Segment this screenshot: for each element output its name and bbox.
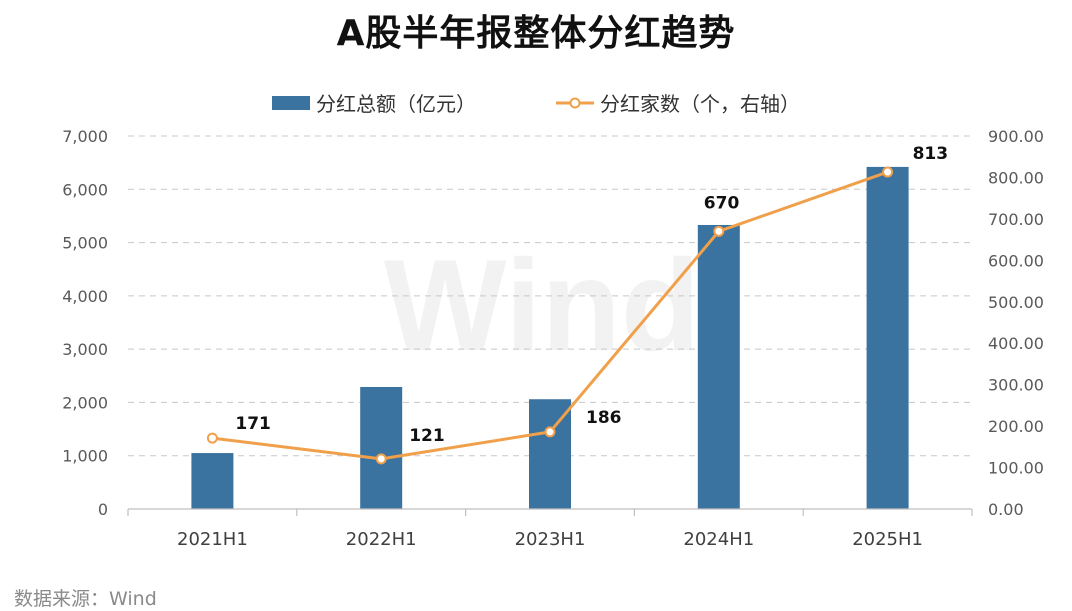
- legend: 分红总额（亿元） 分红家数（个，右轴）: [0, 88, 1072, 117]
- y-right-tick-label: 500.00: [988, 293, 1044, 312]
- y-right-tick-label: 100.00: [988, 459, 1044, 478]
- data-label: 813: [913, 144, 949, 164]
- line-point: [206, 432, 218, 444]
- bar: [697, 224, 740, 510]
- line-point: [882, 166, 894, 178]
- legend-label-bar: 分红总额（亿元）: [316, 92, 476, 116]
- data-label: 121: [409, 426, 445, 446]
- y-left-tick-label: 4,000: [62, 287, 108, 306]
- bar: [360, 386, 403, 509]
- x-tick-label: 2023H1: [515, 529, 586, 550]
- x-tick-label: 2024H1: [683, 529, 754, 550]
- y-right-tick-label: 700.00: [988, 210, 1044, 229]
- y-right-tick-label: 0.00: [988, 500, 1024, 519]
- y-left-tick-label: 1,000: [62, 447, 108, 466]
- legend-bar-swatch: [272, 95, 310, 110]
- line-point: [544, 426, 556, 438]
- y-right-tick-label: 800.00: [988, 168, 1044, 187]
- y-right-tick-label: 600.00: [988, 251, 1044, 270]
- data-label: 670: [704, 193, 740, 213]
- legend-item-bar: 分红总额（亿元）: [272, 88, 476, 117]
- x-tick-label: 2025H1: [852, 529, 923, 550]
- y-right-tick-label: 300.00: [988, 376, 1044, 395]
- y-left-tick-label: 3,000: [62, 340, 108, 359]
- y-left-tick-label: 6,000: [62, 180, 108, 199]
- line-point: [375, 453, 387, 465]
- source-note: 数据来源：Wind: [14, 588, 157, 610]
- x-tick-label: 2022H1: [346, 529, 417, 550]
- line-point: [713, 225, 725, 237]
- y-left-tick-label: 2,000: [62, 393, 108, 412]
- data-label: 171: [235, 414, 271, 434]
- legend-line-swatch: [556, 97, 594, 108]
- bar: [866, 166, 909, 510]
- chart-title: A股半年报整体分红趋势: [336, 13, 736, 54]
- watermark: Wind: [384, 232, 701, 378]
- y-right-tick-label: 200.00: [988, 417, 1044, 436]
- legend-item-line: 分红家数（个，右轴）: [556, 88, 800, 117]
- y-left-tick-label: 0: [98, 500, 108, 519]
- y-right-tick-label: 400.00: [988, 334, 1044, 353]
- y-right-tick-label: 900.00: [988, 127, 1044, 146]
- y-left-tick-label: 7,000: [62, 127, 108, 146]
- bar: [191, 453, 234, 509]
- x-tick-label: 2021H1: [177, 529, 248, 550]
- y-left-tick-label: 5,000: [62, 234, 108, 253]
- legend-label-line: 分红家数（个，右轴）: [600, 92, 800, 116]
- data-label: 186: [586, 408, 622, 428]
